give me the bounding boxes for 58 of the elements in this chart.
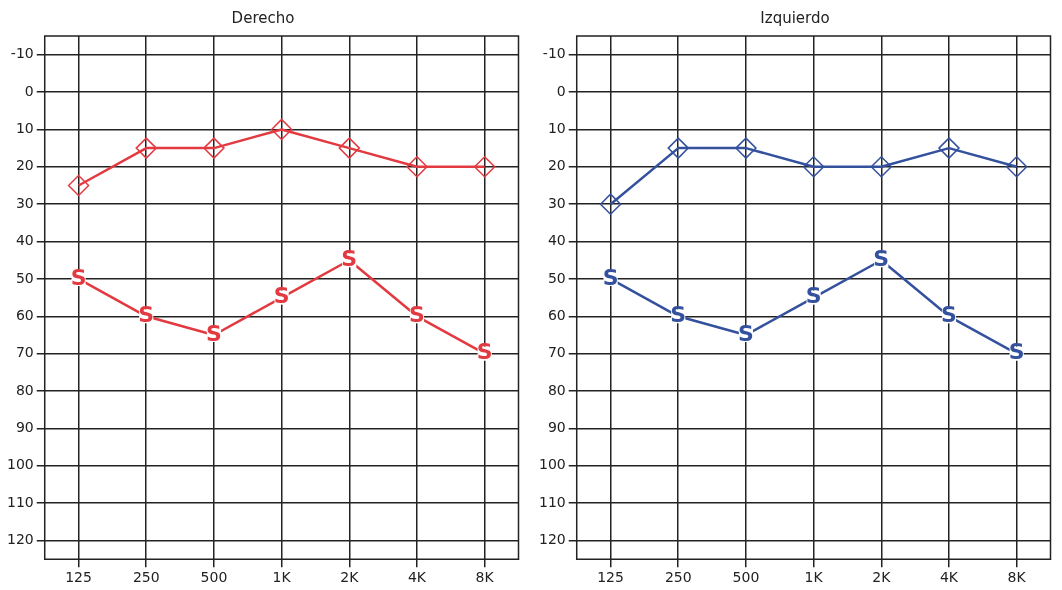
x-tick-label: 250 (132, 569, 160, 586)
text: S (70, 264, 87, 290)
y-tick-label: 70 (547, 344, 566, 361)
y-tick-label: 60 (15, 306, 34, 323)
y-tick-label: 120 (538, 531, 566, 548)
y-tick-label: 10 (547, 120, 566, 137)
y-tick-label: 30 (547, 194, 566, 211)
y-tick-label: 50 (15, 269, 34, 286)
x-tick-label: 4K (939, 569, 959, 586)
text: S (873, 245, 890, 271)
y-tick-label: 20 (547, 157, 566, 174)
x-tick-label: 250 (664, 569, 692, 586)
x-tick-label: 125 (65, 569, 92, 586)
y-tick-label: -10 (10, 45, 34, 62)
y-tick-label: 20 (15, 157, 34, 174)
y-tick-label: 90 (15, 419, 34, 436)
y-tick-label: 60 (547, 306, 566, 323)
x-tick-label: 1K (272, 569, 292, 586)
y-tick-label: 50 (547, 269, 566, 286)
y-tick-label: 90 (547, 419, 566, 436)
x-tick-label: 500 (732, 569, 760, 586)
x-tick-label: 2K (872, 569, 892, 586)
y-tick-label: 40 (547, 232, 566, 249)
y-tick-label: 80 (15, 381, 34, 398)
text: S (602, 264, 619, 290)
y-tick-label: 100 (538, 456, 566, 473)
y-tick-label: 110 (538, 493, 566, 510)
x-tick-label: 4K (407, 569, 427, 586)
text: S (476, 339, 493, 365)
y-tick-label: 70 (15, 344, 34, 361)
x-tick-label: 8K (475, 569, 495, 586)
text: S (409, 302, 425, 327)
y-tick-label: 40 (15, 232, 34, 249)
y-tick-label: 80 (547, 381, 566, 398)
x-tick-label: 500 (200, 569, 228, 586)
y-tick-label: 110 (6, 493, 34, 510)
x-tick-label: 8K (1007, 569, 1027, 586)
x-tick-label: 1K (804, 569, 824, 586)
text: S (941, 302, 957, 327)
text: S (341, 245, 358, 271)
text: S (1008, 339, 1025, 365)
chart-title: Izquierdo (760, 8, 830, 27)
y-tick-label: 0 (556, 82, 566, 99)
y-tick-label: 10 (15, 120, 34, 137)
y-tick-label: 30 (15, 194, 34, 211)
text: S (670, 302, 687, 327)
y-tick-label: -10 (542, 45, 566, 62)
text: S (138, 302, 155, 327)
y-tick-label: 0 (24, 82, 34, 99)
text: S (273, 283, 290, 309)
chart-title: Derecho (231, 8, 295, 27)
y-tick-label: 120 (6, 531, 34, 548)
y-tick-label: 100 (6, 456, 34, 473)
series-label: S (206, 320, 222, 346)
text: S (805, 283, 822, 309)
x-tick-label: 2K (340, 569, 360, 586)
x-tick-label: 125 (597, 569, 624, 586)
series-label: S (738, 320, 754, 346)
